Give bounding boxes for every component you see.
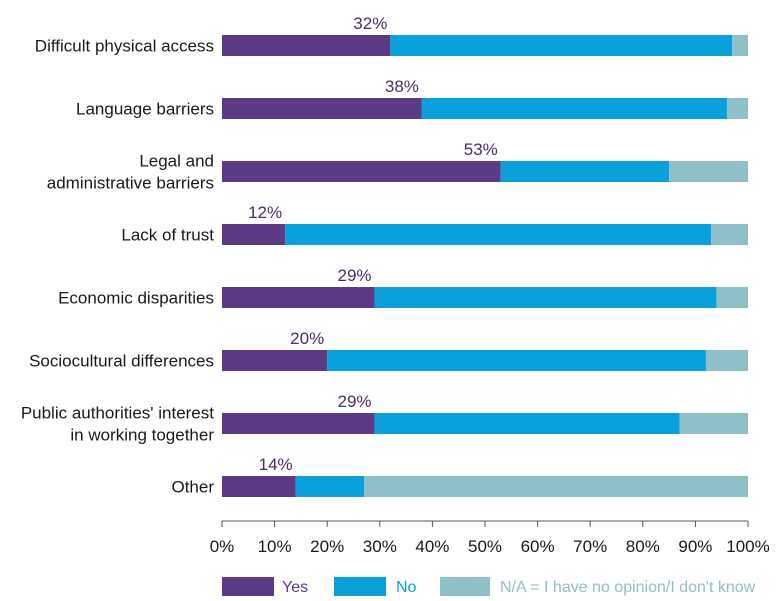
bar-segment-no-2 xyxy=(421,98,727,119)
bar-segment-na-3 xyxy=(669,161,748,182)
legend-swatch-1 xyxy=(222,577,274,596)
legend-label-2: No xyxy=(396,579,417,596)
data-label-yes: 53% xyxy=(464,140,498,159)
category-label: Legal and xyxy=(139,152,214,171)
bar-segment-no-5 xyxy=(374,287,717,308)
x-tick-label: 90% xyxy=(678,537,712,556)
category-labels-group: Difficult physical access Language barrie… xyxy=(21,37,215,497)
bar-segment-no-6 xyxy=(327,350,706,371)
legend-swatch-3 xyxy=(440,577,490,596)
legend-swatch-2 xyxy=(334,577,386,596)
bar-segment-na-6 xyxy=(705,350,748,371)
data-label-yes: 38% xyxy=(385,77,419,96)
data-label-yes: 32% xyxy=(353,14,387,33)
category-label: in working together xyxy=(70,426,214,445)
data-label-yes: 12% xyxy=(248,203,282,222)
bar-segment-no-4 xyxy=(285,224,712,245)
bar-segment-yes-1 xyxy=(222,35,391,56)
bars-group xyxy=(222,35,748,497)
legend-label-1: Yes xyxy=(282,579,308,596)
bar-segment-yes-8 xyxy=(222,476,296,497)
bar-segment-yes-3 xyxy=(222,161,501,182)
value-labels-group: 32% 38% 53% 12% 29% 20% 29% 14% xyxy=(248,14,498,474)
category-label: Lack of trust xyxy=(121,226,214,245)
data-label-yes: 29% xyxy=(338,392,372,411)
bar-segment-na-2 xyxy=(726,98,748,119)
bar-segment-yes-6 xyxy=(222,350,328,371)
legend-label-3: N/A = I have no opinion/I don't know xyxy=(500,579,756,596)
x-tick-label: 10% xyxy=(258,537,292,556)
legend: Yes No N/A = I have no opinion/I don't kno… xyxy=(222,577,756,596)
bar-segment-no-3 xyxy=(500,161,670,182)
bar-segment-na-8 xyxy=(364,476,748,497)
category-label: Sociocultural differences xyxy=(29,352,214,371)
category-label: administrative barriers xyxy=(47,174,214,193)
data-label-yes: 20% xyxy=(290,329,324,348)
category-label: Economic disparities xyxy=(58,289,214,308)
category-label: Language barriers xyxy=(76,100,214,119)
x-tick-label: 30% xyxy=(363,537,397,556)
category-label: Public authorities' interest xyxy=(21,404,214,423)
x-tick-label: 60% xyxy=(521,537,555,556)
bar-segment-na-7 xyxy=(679,413,748,434)
bar-segment-yes-4 xyxy=(222,224,286,245)
bar-segment-yes-7 xyxy=(222,413,375,434)
bar-segment-na-5 xyxy=(716,287,748,308)
x-tick-label: 70% xyxy=(573,537,607,556)
x-tick-label: 80% xyxy=(626,537,660,556)
bar-segment-na-1 xyxy=(732,35,748,56)
bar-segment-na-4 xyxy=(711,224,748,245)
x-axis: 0% 10% 20% 30% 40% 50% 60% 70% 80% 90% 100% xyxy=(210,520,770,556)
bar-segment-no-1 xyxy=(390,35,733,56)
bar-segment-yes-5 xyxy=(222,287,375,308)
x-tick-label: 20% xyxy=(310,537,344,556)
bar-segment-yes-2 xyxy=(222,98,422,119)
x-tick-label: 100% xyxy=(726,537,769,556)
x-tick-label: 0% xyxy=(210,537,235,556)
x-tick-label: 40% xyxy=(415,537,449,556)
category-label: Difficult physical access xyxy=(35,37,214,56)
data-label-yes: 29% xyxy=(338,266,372,285)
bar-segment-no-8 xyxy=(295,476,365,497)
category-label: Other xyxy=(171,478,214,497)
x-tick-label: 50% xyxy=(468,537,502,556)
data-label-yes: 14% xyxy=(259,455,293,474)
bar-segment-no-7 xyxy=(374,413,680,434)
